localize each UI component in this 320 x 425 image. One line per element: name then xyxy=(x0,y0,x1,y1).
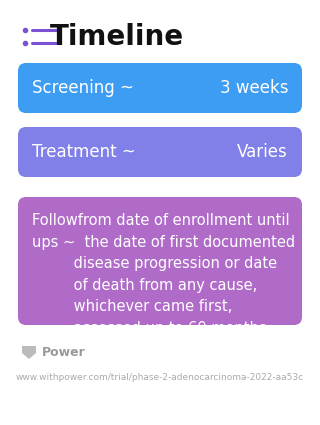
Text: Varies: Varies xyxy=(237,143,288,161)
Text: Timeline: Timeline xyxy=(50,23,184,51)
Text: www.withpower.com/trial/phase-2-adenocarcinoma-2022-aa53c: www.withpower.com/trial/phase-2-adenocar… xyxy=(16,372,304,382)
FancyBboxPatch shape xyxy=(18,127,302,177)
FancyBboxPatch shape xyxy=(18,197,302,325)
Text: 3 weeks: 3 weeks xyxy=(220,79,288,97)
Text: Power: Power xyxy=(42,346,86,359)
FancyBboxPatch shape xyxy=(18,63,302,113)
Text: Treatment ~: Treatment ~ xyxy=(32,143,136,161)
Text: Followfrom date of enrollment until
ups ~  the date of first documented
        : Followfrom date of enrollment until ups … xyxy=(32,213,295,336)
Polygon shape xyxy=(22,346,36,359)
Text: Screening ~: Screening ~ xyxy=(32,79,134,97)
